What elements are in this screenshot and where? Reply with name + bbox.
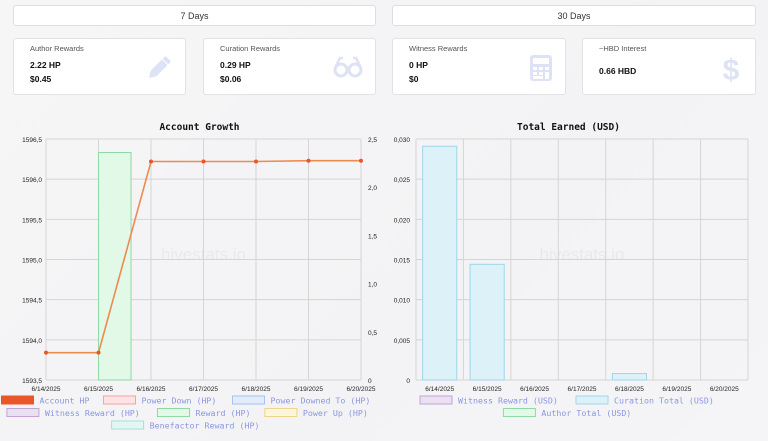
legend-swatch [1,395,34,405]
y-tick-label: 0 [406,378,410,385]
account-growth-chart: hivestats.io1596,51596,01595,51595,01594… [1,137,377,431]
curation-rewards-card: Curation Rewards 0.29 HP $0.06 [203,38,376,95]
author-rewards-card: Author Rewards 2.22 HP $0.45 [13,38,186,95]
x-tick-label: 6/20/2025 [710,386,739,393]
account-hp-point [201,159,206,164]
legend-swatch [157,408,190,417]
x-tick-label: 6/18/2025 [242,386,271,393]
pencil-icon [145,54,173,87]
y-tick-label: 1593,5 [22,378,42,385]
y-tick-label: 0,030 [394,137,411,144]
legend-label: Power Up (HP) [303,408,368,418]
card-label: Curation Rewards [220,44,281,53]
legend-swatch [103,395,136,405]
account-hp-point [306,158,311,163]
legend-swatch [575,395,609,405]
card-label: Author Rewards [30,44,84,53]
dollar-icon: $ [721,54,741,89]
y-tick-label: 0,015 [394,258,411,265]
y-tick-label: 0,025 [394,177,411,184]
legend-swatch [264,408,298,417]
y2-tick-label: 2,5 [368,137,377,144]
legend-label: Witness Reward (HP) [45,408,140,418]
legend-label: Author Total (USD) [541,408,631,418]
y2-tick-label: 2,0 [368,185,377,192]
account-hp-point [96,350,101,355]
curation-total-bar [469,263,505,381]
hbd-interest-card: ~HBD Interest 0.66 HBD $ [582,38,756,95]
x-tick-label: 6/19/2025 [294,386,323,393]
account-growth-title: Account Growth [159,122,240,133]
y-tick-label: 0,010 [394,298,411,305]
y-tick-label: 1595,5 [22,217,42,224]
curation-total-bar [611,373,648,381]
y-tick-label: 1596,0 [22,177,42,184]
curation-total-bar [422,145,458,381]
card-value-usd: $0.45 [30,74,52,84]
card-value-hp: 0 HP [409,60,428,70]
x-tick-label: 6/18/2025 [615,386,644,393]
card-value-hp: 2.22 HP [30,60,61,70]
glasses-icon [333,54,363,85]
legend-swatch [111,420,145,430]
period-7-days-button[interactable]: 7 Days [13,5,376,26]
account-hp-point [254,159,258,164]
legend-swatch [419,395,453,405]
calculator-icon [529,54,553,87]
legend-label: Witness Reward (USD) [458,396,558,406]
x-tick-label: 6/17/2025 [568,386,597,393]
legend-label: Curation Total (USD) [614,396,714,406]
card-value-hp: 0.29 HP [220,60,251,70]
total-earned-title: Total Earned (USD) [517,122,620,133]
card-label: Witness Rewards [409,44,468,53]
y-tick-label: 1594,5 [22,298,42,305]
reward-bar [98,151,132,381]
x-tick-label: 6/14/2025 [32,386,61,393]
x-tick-label: 6/16/2025 [520,386,549,393]
legend-label: Power Downed To (HP) [271,396,371,406]
x-tick-label: 6/16/2025 [137,386,166,393]
legend-swatch [232,395,265,405]
y-tick-label: 1595,0 [22,258,42,265]
card-value-usd: $0.06 [220,74,242,84]
card-label: ~HBD Interest [599,44,647,53]
legend-label: Account HP [40,396,90,406]
y2-tick-label: 0,5 [368,330,377,337]
x-tick-label: 6/15/2025 [84,386,113,393]
y-tick-label: 1594,0 [22,338,42,345]
period-30-days-button[interactable]: 30 Days [392,5,756,26]
y2-tick-label: 1,5 [368,233,377,240]
card-value-usd: $0 [409,74,419,84]
y-tick-label: 0,020 [394,217,411,224]
y2-tick-label: 1,0 [368,282,377,289]
y-tick-label: 1596,5 [22,137,42,144]
legend-label: Power Down (HP) [142,396,217,406]
x-tick-label: 6/14/2025 [425,386,454,393]
y-tick-label: 0,005 [394,338,411,345]
witness-rewards-card: Witness Rewards 0 HP $0 [392,38,566,95]
x-tick-label: 6/15/2025 [473,386,502,393]
account-hp-point [149,159,153,164]
x-tick-label: 6/17/2025 [189,386,218,393]
x-tick-label: 6/19/2025 [662,386,691,393]
svg-text:$: $ [723,54,740,84]
legend-swatch [6,408,40,417]
legend-label: Reward (HP) [196,408,251,418]
legend-swatch [502,408,536,417]
legend-label: Benefactor Reward (HP) [150,421,260,431]
card-value-hbd: 0.66 HBD [599,66,637,76]
account-hp-point [44,350,48,355]
watermark-text: hivestats.io [539,245,624,264]
x-tick-label: 6/20/2025 [347,386,376,393]
y2-tick-label: 0 [368,378,372,385]
account-hp-point [359,158,363,163]
total-earned-chart: hivestats.io 0,030 0,025 0,020 0,015 0,010 0,0… [394,137,749,418]
